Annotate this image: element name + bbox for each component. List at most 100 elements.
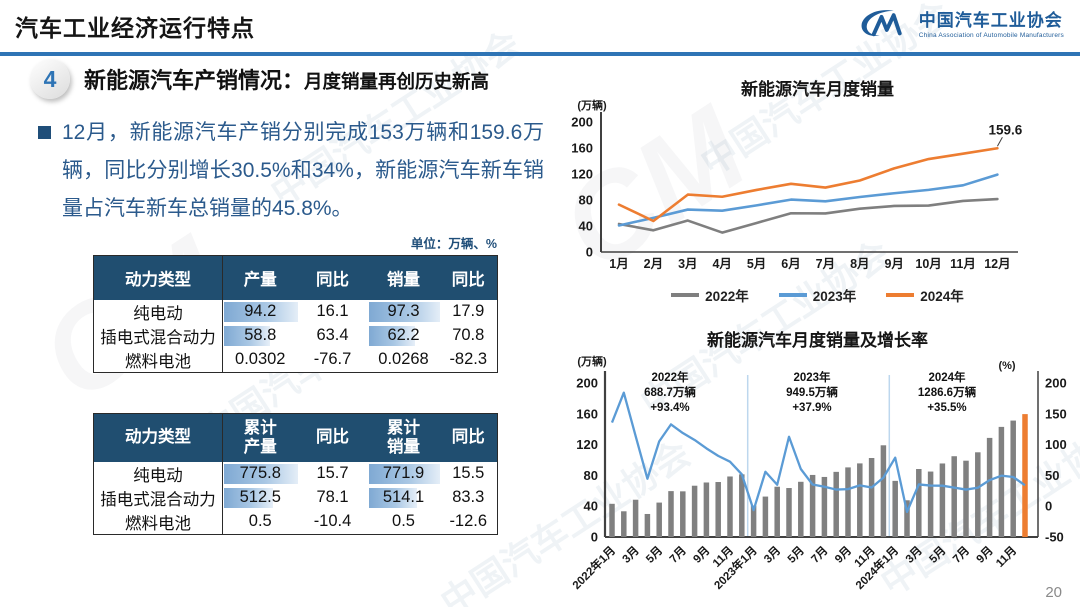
row-label: 插电式混合动力 [93, 323, 223, 348]
table-header-row: 动力类型 累计 产量 同比 累计 销量 同比 [93, 413, 498, 462]
svg-text:200: 200 [1045, 376, 1067, 391]
col-header: 同比 [297, 413, 368, 462]
cell: 775.8 [223, 462, 298, 486]
col-header: 同比 [297, 255, 368, 300]
cell: 78.1 [316, 488, 349, 506]
svg-text:120: 120 [576, 437, 598, 452]
svg-text:7月: 7月 [816, 257, 835, 271]
cell: 771.9 [368, 462, 440, 486]
svg-text:200: 200 [576, 376, 598, 391]
table-row: 插电式混合动力 512.5 78.1 514.1 83.3 [93, 485, 498, 510]
svg-text:80: 80 [579, 193, 593, 208]
col-header: 同比 [439, 255, 498, 300]
svg-text:8月: 8月 [850, 257, 869, 271]
svg-text:7月: 7月 [667, 544, 689, 566]
row-label: 纯电动 [93, 299, 223, 324]
svg-text:7月: 7月 [950, 544, 972, 566]
legend-item: 2024年 [886, 285, 964, 305]
bullet-text: 12月，新能源汽车产销分别完成153万辆和159.6万辆，同比分别增长30.5%… [62, 121, 544, 220]
cell: 58.8 [223, 324, 298, 348]
col-header: 累计 销量 [367, 413, 440, 462]
org-logo: 中国汽车工业协会 China Association of Automobile… [859, 6, 1064, 45]
data-bar [368, 325, 415, 346]
chart1-legend: 2022年 2023年 2024年 [555, 285, 1080, 305]
svg-text:6月: 6月 [781, 257, 800, 271]
cell: -12.6 [449, 512, 488, 530]
svg-text:80: 80 [584, 468, 598, 483]
unit-note: 单位：万辆、% [410, 237, 497, 251]
svg-text:(%): (%) [998, 360, 1015, 372]
table-header-row: 动力类型 产量 同比 销量 同比 [93, 255, 498, 300]
svg-text:9月: 9月 [884, 257, 903, 271]
monthly-table: 动力类型 产量 同比 销量 同比 纯电动 94.2 16.1 97.3 17.9… [93, 255, 498, 373]
svg-text:5月: 5月 [747, 257, 766, 271]
monthly-sales-line-chart: (万辆) 0 40 80 120 160 200 1月 2月 3月 4月 5月 6月 7月 8月 9月 10月 1… [571, 98, 1023, 271]
section-heading: 新能源汽车产销情况：月度销量再创历史新高 [84, 63, 564, 95]
svg-text:2月: 2月 [644, 257, 663, 271]
svg-text:1月: 1月 [609, 257, 628, 271]
svg-text:(万辆): (万辆) [577, 354, 607, 368]
svg-text:11月: 11月 [993, 544, 1019, 570]
section-subtitle: 月度销量再创历史新高 [304, 71, 490, 92]
svg-text:9月: 9月 [974, 544, 996, 566]
svg-text:40: 40 [584, 499, 598, 514]
org-name-cn: 中国汽车工业协会 [918, 10, 1063, 30]
svg-text:0: 0 [1045, 499, 1052, 514]
svg-text:4月: 4月 [712, 257, 731, 271]
svg-text:100: 100 [1045, 437, 1067, 452]
page-number: 20 [1045, 584, 1062, 601]
table-row: 燃料电池 0.5 -10.4 0.5 -12.6 [93, 509, 498, 534]
svg-text:160: 160 [576, 406, 598, 421]
cell: -76.7 [313, 350, 352, 368]
svg-text:7月: 7月 [809, 544, 831, 566]
cell: 70.8 [452, 326, 485, 344]
table-row: 纯电动 775.8 15.7 771.9 15.5 [93, 461, 498, 486]
chart1-title: 新能源汽车月度销量 [741, 80, 894, 99]
section-number-badge: 4 [30, 59, 70, 99]
cell: 0.5 [392, 512, 415, 530]
svg-text:3月: 3月 [678, 257, 697, 271]
col-header: 产量 [222, 255, 298, 300]
cell: 63.4 [316, 326, 349, 344]
svg-text:3月: 3月 [761, 544, 783, 566]
data-bar [224, 301, 298, 322]
cell: 0.5 [248, 512, 272, 530]
legend-swatch-2023 [778, 293, 807, 297]
col-header: 累计 产量 [222, 413, 298, 462]
svg-text:120: 120 [571, 167, 593, 182]
svg-text:159.6: 159.6 [989, 122, 1023, 137]
svg-text:3月: 3月 [620, 544, 642, 566]
data-bar [368, 301, 440, 322]
cell: -10.4 [313, 512, 352, 530]
svg-text:160: 160 [571, 141, 593, 156]
col-header: 动力类型 [93, 255, 223, 300]
table-row: 燃料电池 0.0302 -76.7 0.0268 -82.3 [93, 347, 498, 372]
data-bar [224, 487, 274, 508]
data-bar [224, 463, 298, 484]
cell: 15.5 [452, 464, 485, 482]
svg-text:200: 200 [571, 115, 593, 130]
bullet-marker [38, 126, 51, 139]
table-row: 纯电动 94.2 16.1 97.3 17.9 [93, 299, 498, 324]
col-header: 销量 [367, 255, 440, 300]
cell: 94.2 [223, 300, 298, 324]
svg-text:11月: 11月 [950, 257, 976, 271]
col-header: 动力类型 [93, 413, 223, 462]
svg-text:5月: 5月 [927, 544, 949, 566]
svg-text:10月: 10月 [915, 257, 941, 271]
row-label: 燃料电池 [93, 509, 223, 534]
table-row: 插电式混合动力 58.8 63.4 62.2 70.8 [93, 323, 498, 348]
svg-text:-50: -50 [1045, 530, 1064, 545]
svg-text:12月: 12月 [984, 257, 1010, 271]
row-label: 燃料电池 [93, 347, 223, 372]
data-bar [368, 487, 417, 508]
cell: 0.0302 [235, 350, 286, 368]
cell: 0.0268 [378, 350, 429, 368]
col-header: 同比 [439, 413, 498, 462]
svg-text:9月: 9月 [691, 544, 713, 566]
cell: 512.5 [223, 486, 298, 510]
annotation-2023: 2023年 949.5万辆 +37.9% [786, 372, 838, 414]
page-title: 汽车工业经济运行特点 [15, 15, 255, 41]
cell: -82.3 [449, 350, 488, 368]
